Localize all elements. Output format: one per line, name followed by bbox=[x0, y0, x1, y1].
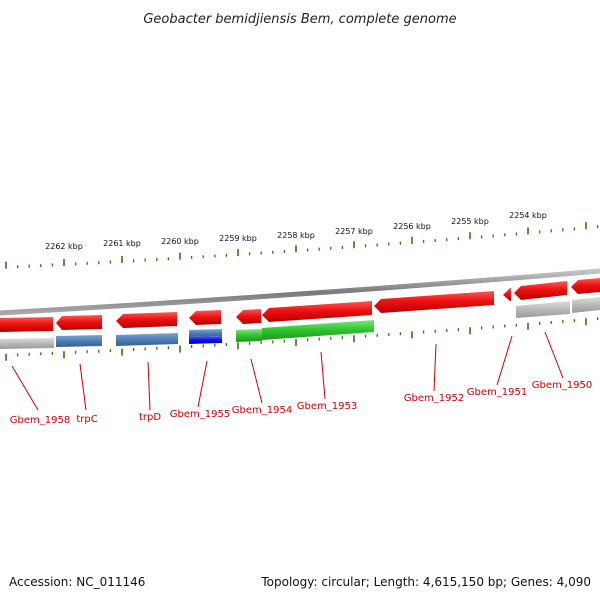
genome-backbone bbox=[0, 268, 600, 316]
scale-label-2257: 2257 kbp bbox=[335, 227, 373, 236]
scale-label-2255: 2255 kbp bbox=[451, 217, 489, 226]
gene-label-gbem-1958[interactable]: Gbem_1958 bbox=[10, 415, 70, 426]
gene-label-gbem-1951[interactable]: Gbem_1951 bbox=[467, 387, 527, 398]
leader-trpc bbox=[79, 363, 87, 411]
leader-gbem-1955 bbox=[197, 360, 208, 408]
lower-scale-ticks bbox=[5, 317, 599, 361]
cog-bar-gbem-1950 bbox=[516, 301, 570, 318]
gene-arrow-gbem-1952[interactable] bbox=[374, 291, 494, 313]
cog-bar-gbem-1954 bbox=[236, 329, 262, 342]
upper-scale-ticks bbox=[5, 222, 599, 269]
scale-label-2260: 2260 kbp bbox=[161, 237, 199, 246]
cog-bar-gbem-1955-b bbox=[189, 336, 222, 344]
gene-label-gbem-1953[interactable]: Gbem_1953 bbox=[297, 401, 357, 412]
gene-label-trpc[interactable]: trpC bbox=[76, 414, 97, 425]
gene-arrow-gbem-1958[interactable] bbox=[0, 317, 53, 332]
leader-gbem-1953 bbox=[320, 351, 326, 400]
leader-gbem-1951 bbox=[496, 335, 513, 386]
gene-arrow-gbem-1955[interactable] bbox=[189, 310, 221, 325]
gene-arrow-gbem-1951[interactable] bbox=[503, 288, 511, 301]
gene-arrow-gbem-1954[interactable] bbox=[236, 309, 261, 324]
cog-bar-next bbox=[572, 297, 600, 313]
cog-bars bbox=[0, 297, 600, 349]
gene-features bbox=[0, 278, 600, 332]
gene-arrow-gbem-1953[interactable] bbox=[262, 301, 372, 322]
cog-bar-gbem-1955-a bbox=[189, 329, 222, 337]
genome-summary-text: Topology: circular; Length: 4,615,150 bp… bbox=[260, 575, 591, 589]
cog-bar-gbem-1958 bbox=[0, 338, 54, 349]
gene-label-gbem-1954[interactable]: Gbem_1954 bbox=[232, 405, 292, 416]
leader-gbem-1950 bbox=[544, 331, 564, 379]
accession-text: Accession: NC_011146 bbox=[9, 575, 145, 589]
cog-bar-gbem-1953 bbox=[262, 320, 374, 340]
leader-trpd bbox=[147, 361, 151, 411]
gene-label-trpd[interactable]: trpD bbox=[139, 412, 161, 423]
cog-bar-trpd bbox=[116, 333, 178, 346]
scale-label-2262: 2262 kbp bbox=[45, 242, 83, 251]
scale-label-2254: 2254 kbp bbox=[509, 211, 547, 220]
gene-arrow-trpd[interactable] bbox=[116, 312, 177, 328]
gene-arrow-trpc[interactable] bbox=[56, 315, 102, 330]
gene-arrow-next[interactable] bbox=[571, 278, 600, 294]
scale-label-2259: 2259 kbp bbox=[219, 234, 257, 243]
gene-label-gbem-1950[interactable]: Gbem_1950 bbox=[532, 380, 592, 391]
genome-title: Geobacter bemidjiensis Bem, complete gen… bbox=[143, 12, 456, 27]
scale-label-2261: 2261 kbp bbox=[103, 239, 141, 248]
scale-label-2256: 2256 kbp bbox=[393, 222, 431, 231]
leader-gbem-1952 bbox=[433, 343, 437, 392]
leader-gbem-1958 bbox=[11, 365, 39, 411]
gene-label-gbem-1955[interactable]: Gbem_1955 bbox=[170, 409, 230, 420]
label-leaders bbox=[11, 331, 564, 411]
cog-bar-trpc bbox=[56, 335, 102, 347]
leader-gbem-1954 bbox=[250, 358, 263, 404]
scale-label-2258: 2258 kbp bbox=[277, 231, 315, 240]
gene-arrow-gbem-1950[interactable] bbox=[514, 281, 567, 300]
gene-label-gbem-1952[interactable]: Gbem_1952 bbox=[404, 393, 464, 404]
